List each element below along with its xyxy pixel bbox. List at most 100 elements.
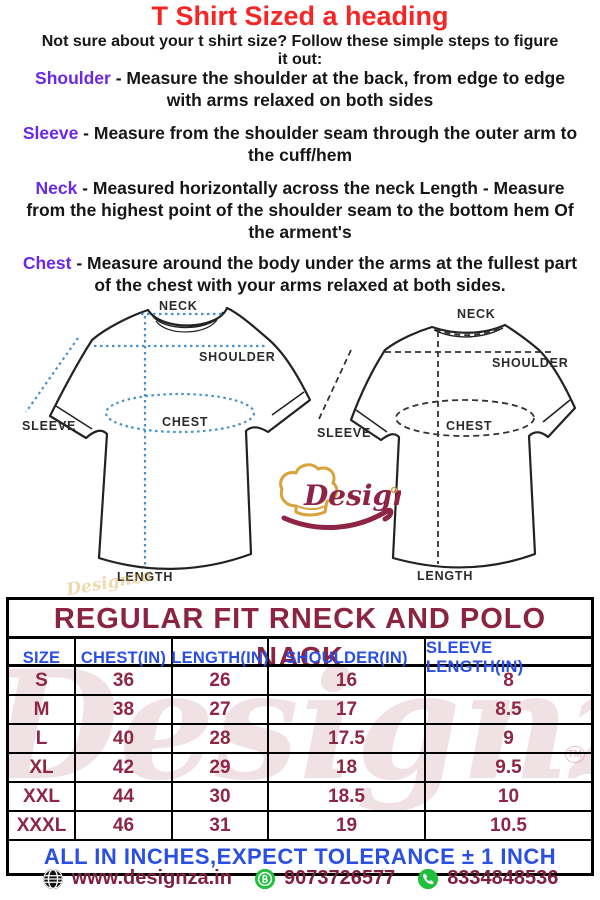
whatsapp-icon (418, 868, 439, 889)
instruction-neck-text: - Measured horizontally across the neck … (26, 177, 574, 243)
back-chest-label: CHEST (446, 419, 492, 433)
trademark-badge: TM (564, 746, 585, 763)
instruction-sleeve: Sleeve - Measure from the shoulder seam … (22, 122, 578, 167)
front-shoulder-label: SHOULDER (199, 350, 276, 364)
col-header-size: SIZE (9, 639, 76, 677)
instruction-sleeve-text: - Measure from the shoulder seam through… (78, 122, 578, 166)
tshirt-back-cuff-left (355, 409, 388, 433)
table-row: L 40 28 17.5 9 (9, 725, 591, 754)
instruction-list: Shoulder - Measure the shoulder at the b… (22, 67, 578, 307)
tshirt-front-collar-inner (151, 311, 224, 329)
back-length-label: LENGTH (417, 569, 473, 583)
page-title: T Shirt Sized a heading (151, 1, 449, 31)
cell-sleeve: 8.5 (495, 698, 522, 720)
website-item: www.designza.in (42, 867, 232, 890)
tshirt-front-outline (48, 306, 312, 570)
instruction-chest-text: - Measure around the body under the arms… (71, 252, 578, 296)
instruction-sleeve-term: Sleeve (22, 122, 79, 143)
tolerance-note: ALL IN INCHES,EXPECT TOLERANCE ± 1 INCH (43, 844, 557, 869)
website-text: www.designza.in (71, 867, 232, 889)
cell-size: XL (9, 754, 76, 781)
table-header-row: SIZE CHEST(IN) LENGTH(IN) SHOULDER(IN) S… (9, 639, 591, 677)
tshirt-back-cuff-right (542, 399, 571, 423)
back-neck-label: NECK (457, 307, 496, 321)
globe-icon (42, 868, 63, 889)
col-header-length: LENGTH(IN) (171, 639, 269, 677)
cell-size: S (9, 667, 76, 694)
instruction-chest-term: Chest (22, 252, 72, 273)
instruction-shoulder-text: - Measure the shoulder at the back, from… (110, 68, 565, 111)
logo-swoosh (281, 507, 394, 530)
instruction-shoulder-term: Shoulder (35, 68, 111, 88)
cell-shoulder: 16 (269, 667, 426, 694)
tshirt-front-diagram: NECK SHOULDER CHEST SLEEVE LENGTH (22, 300, 312, 584)
front-neck-label: NECK (159, 300, 198, 313)
col-header-sleeve: SLEEVE LENGTH(IN) (426, 639, 524, 676)
cell-length: 30 (173, 783, 269, 810)
cell-length: 28 (173, 725, 269, 752)
tshirt-front-cuff-right (271, 391, 305, 416)
cell-shoulder: 17 (269, 696, 426, 723)
cell-chest: 40 (76, 725, 173, 752)
phone1-item: 9073726577 (254, 867, 395, 890)
cell-chest: 42 (76, 754, 173, 781)
cell-shoulder: 17.5 (269, 725, 426, 752)
instruction-shoulder: Shoulder - Measure the shoulder at the b… (22, 67, 578, 112)
tshirt-back-diagram: NECK SHOULDER CHEST SLEEVE LENGTH (317, 307, 577, 583)
cell-length: 27 (173, 696, 269, 723)
table-title: REGULAR FIT RNECK AND POLO NACK (9, 600, 591, 674)
instruction-neck: Neck - Measured horizontally across the … (22, 177, 578, 244)
cell-sleeve: 8 (503, 669, 514, 691)
tshirt-front-cuff-left (55, 405, 93, 430)
cell-length: 29 (173, 754, 269, 781)
page-subtitle: Not sure about your t shirt size? Follow… (41, 33, 559, 69)
table-row: M 38 27 17 8.5 (9, 696, 591, 725)
table-row: XL 42 29 18 9.5 (9, 754, 591, 783)
logo-wordmark: Designza (303, 479, 401, 512)
back-sleeve-label: SLEEVE (317, 426, 371, 440)
cell-shoulder: 18 (269, 754, 426, 781)
cell-shoulder: 19 (269, 812, 426, 839)
phone1-text: 9073726577 (283, 867, 396, 889)
phone2-text: 8334848536 (447, 867, 559, 889)
tshirt-front-collar-inner2 (155, 317, 219, 333)
back-measure-chest-ellipse (395, 399, 535, 437)
whatsapp-business-icon (254, 868, 276, 889)
table-row: XXL 44 30 18.5 10 (9, 783, 591, 812)
cell-sleeve: 9.5 (495, 756, 522, 778)
tshirt-back-collar-inner (433, 327, 504, 338)
back-measure-sleeve-line (318, 349, 352, 420)
cell-chest: 46 (76, 812, 173, 839)
cell-chest: 36 (76, 667, 173, 694)
cell-size: XXXL (9, 812, 76, 839)
logo-reg-dot (390, 486, 398, 494)
cell-chest: 44 (76, 783, 173, 810)
chef-hat-icon (279, 463, 339, 517)
back-shoulder-label: SHOULDER (492, 356, 569, 370)
size-table: Designza TM REGULAR FIT RNECK AND POLO N… (6, 597, 594, 876)
front-length-label: LENGTH (117, 570, 173, 584)
instruction-chest: Chest - Measure around the body under th… (22, 252, 578, 297)
cell-shoulder: 18.5 (269, 783, 426, 810)
col-header-chest: CHEST(IN) (76, 639, 173, 677)
table-row: XXXL 46 31 19 10.5 (9, 812, 591, 841)
cell-length: 26 (173, 667, 269, 694)
contact-bar: www.designza.in 9073726577 8334848536 (0, 867, 600, 890)
brand-logo: Designza (279, 463, 401, 530)
back-measure-neck-line (434, 326, 503, 337)
cell-size: M (9, 696, 76, 723)
cell-size: L (9, 725, 76, 752)
instruction-neck-term: Neck (35, 177, 78, 198)
cell-chest: 38 (76, 696, 173, 723)
cell-sleeve: 9 (503, 727, 514, 749)
measure-chest-ellipse (104, 392, 256, 434)
cell-sleeve: 10.5 (490, 814, 527, 836)
cell-sleeve: 10 (497, 785, 520, 807)
col-header-shoulder: SHOULDER(IN) (269, 639, 426, 677)
phone2-item: 8334848536 (417, 867, 558, 890)
cell-size: XXL (9, 783, 76, 810)
table-row: S 36 26 16 8 (9, 667, 591, 696)
cell-length: 31 (173, 812, 269, 839)
front-chest-label: CHEST (162, 415, 208, 429)
front-sleeve-label: SLEEVE (22, 419, 76, 433)
